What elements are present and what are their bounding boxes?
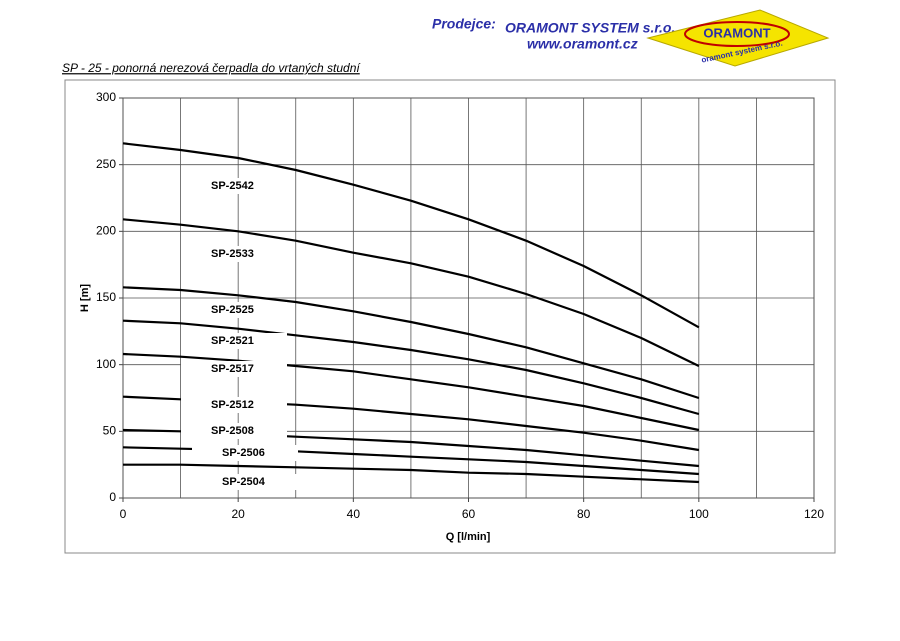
x-tick-label: 60 — [462, 507, 476, 521]
series-label: SP-2542 — [211, 180, 254, 192]
x-tick-label: 40 — [347, 507, 361, 521]
series-label: SP-2512 — [211, 399, 254, 411]
label-background — [181, 423, 287, 439]
y-tick-label: 250 — [96, 157, 116, 171]
pump-curve — [122, 352, 700, 432]
pump-curve — [122, 218, 700, 367]
logo-name: ORAMONT — [703, 25, 770, 40]
label-background — [181, 178, 287, 194]
label-background — [192, 445, 298, 461]
chart-frame — [64, 79, 836, 554]
label-background — [181, 302, 287, 318]
y-tick-label: 0 — [109, 490, 116, 504]
pump-curve — [122, 286, 700, 400]
company-name: ORAMONT SYSTEM s.r.o. — [505, 20, 675, 36]
label-background — [181, 361, 287, 377]
pump-curve — [123, 463, 699, 484]
y-tick-label: 150 — [96, 290, 116, 304]
y-tick-label: 50 — [103, 424, 117, 438]
series-label: SP-2533 — [211, 248, 254, 260]
series-label: SP-2521 — [211, 335, 254, 347]
series-label: SP-2506 — [222, 447, 265, 459]
pump-curve — [122, 319, 700, 416]
x-tick-label: 100 — [689, 507, 709, 521]
seller-label: Prodejce: — [432, 16, 496, 32]
series-label: SP-2508 — [211, 425, 254, 437]
chart-title: SP - 25 - ponorná nerezová čerpadla do v… — [62, 61, 361, 75]
x-tick-label: 120 — [804, 507, 824, 521]
x-tick-label: 20 — [231, 507, 245, 521]
label-background — [181, 333, 287, 349]
x-tick-label: 0 — [120, 507, 127, 521]
label-background — [181, 246, 287, 262]
logo-ellipse — [684, 21, 790, 47]
company-url: www.oramont.cz — [527, 36, 638, 52]
series-label: SP-2525 — [211, 304, 254, 316]
x-tick-label: 80 — [577, 507, 591, 521]
series-label: SP-2504 — [222, 476, 266, 488]
series-label: SP-2517 — [211, 363, 254, 375]
label-background — [192, 474, 298, 490]
label-background — [181, 397, 287, 413]
y-axis-title: H [m] — [79, 284, 91, 312]
y-tick-label: 100 — [96, 357, 116, 371]
x-axis-title: Q [l/min] — [446, 531, 491, 543]
y-tick-label: 200 — [96, 224, 116, 238]
y-tick-label: 300 — [96, 90, 116, 104]
pump-curve — [122, 142, 700, 329]
